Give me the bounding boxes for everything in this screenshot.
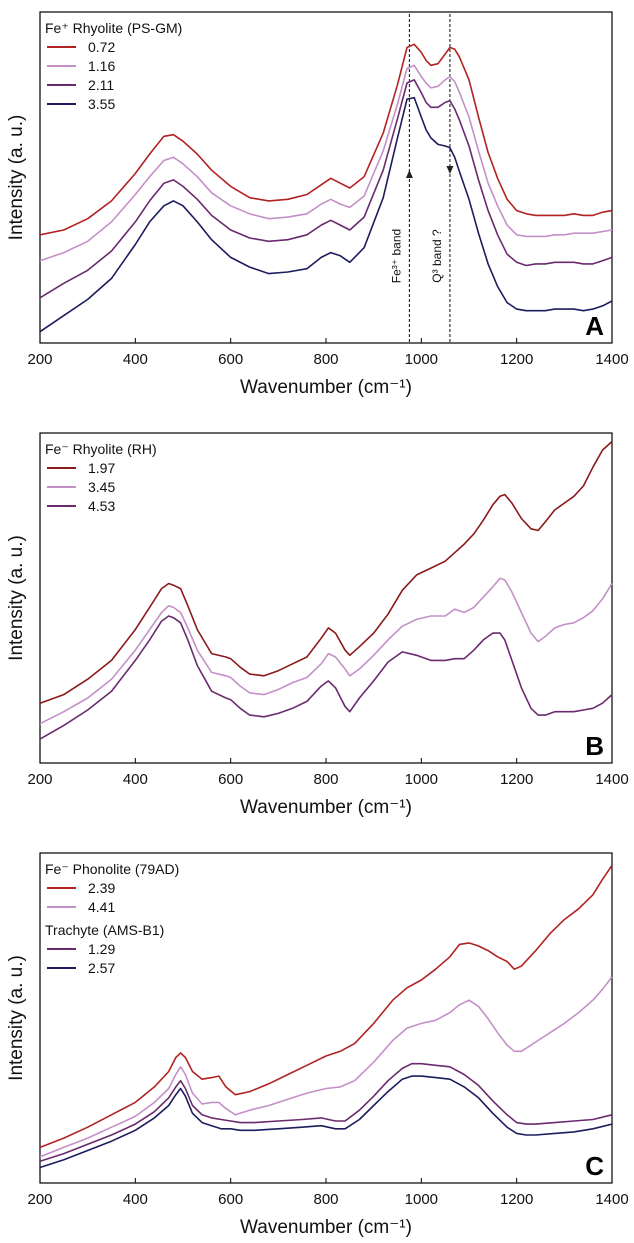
x-tick-label: 600 xyxy=(218,1191,243,1208)
x-tick-label: 1000 xyxy=(405,771,438,788)
legend-item-label: 1.29 xyxy=(88,941,115,957)
x-tick-label: 1200 xyxy=(500,771,533,788)
x-tick-label: 1400 xyxy=(595,351,628,368)
x-tick-label: 1000 xyxy=(405,351,438,368)
annotation-label: Fe³⁺ band xyxy=(389,229,403,283)
legend: Fe⁺ Rhyolite (PS-GM) 0.72 1.16 2.11 3.55 xyxy=(45,20,182,112)
y-axis-label: Intensity (a. u.) xyxy=(6,115,27,241)
panel-letter: A xyxy=(585,311,604,341)
plot-frame xyxy=(39,432,613,764)
legend: Fe⁻ Phonolite (79AD) 2.39 4.41 Trachyte (AM… xyxy=(45,861,179,976)
legend-item-label: 3.55 xyxy=(88,96,115,112)
legend-item-label: 1.97 xyxy=(88,460,115,476)
x-tick-label: 1400 xyxy=(595,1191,628,1208)
series-line-0-72 xyxy=(39,43,613,236)
legend-group-title: Fe⁻ Rhyolite (RH) xyxy=(45,441,157,457)
x-tick-label: 800 xyxy=(313,351,338,368)
series-line-1-97 xyxy=(39,440,613,704)
legend-item-label: 2.39 xyxy=(88,880,115,896)
x-tick-label: 600 xyxy=(218,351,243,368)
series-line-3-55 xyxy=(39,96,613,333)
legend-item-label: 4.53 xyxy=(88,498,115,514)
x-tick-label: 200 xyxy=(27,771,52,788)
chart-panel-b: 200 400 600 800 1000 1200 1400 Wavenumber (cm⁻¹… xyxy=(6,432,629,818)
x-tick-label: 600 xyxy=(218,771,243,788)
legend-item-label: 0.72 xyxy=(88,39,115,55)
annotation-arrow-down-icon xyxy=(446,166,454,174)
x-axis-label: Wavenumber (cm⁻¹) xyxy=(240,797,412,818)
legend-group-title: Trachyte (AMS-B1) xyxy=(45,922,164,938)
x-tick-label: 400 xyxy=(123,771,148,788)
series-line-1-29 xyxy=(39,1062,613,1163)
legend-group-title: Fe⁺ Rhyolite (PS-GM) xyxy=(45,20,182,36)
x-tick-label: 1400 xyxy=(595,771,628,788)
x-tick-label: 1200 xyxy=(500,1191,533,1208)
chart-panel-c: 200 400 600 800 1000 1200 1400 Wavenumber (cm⁻¹… xyxy=(6,852,629,1238)
x-tick-label: 400 xyxy=(123,1191,148,1208)
legend-group-title: Fe⁻ Phonolite (79AD) xyxy=(45,861,179,877)
legend-item-label: 4.41 xyxy=(88,899,115,915)
series-line-2-57 xyxy=(39,1075,613,1169)
legend-item-label: 2.57 xyxy=(88,960,115,976)
y-axis-label: Intensity (a. u.) xyxy=(6,955,27,1081)
series-line-2-11 xyxy=(39,79,613,299)
legend-item-label: 3.45 xyxy=(88,479,115,495)
x-tick-label: 200 xyxy=(27,351,52,368)
series-line-1-16 xyxy=(39,64,613,262)
panel-letter: C xyxy=(585,1151,604,1181)
x-axis-label: Wavenumber (cm⁻¹) xyxy=(240,377,412,398)
x-tick-label: 800 xyxy=(313,1191,338,1208)
x-tick-label: 1200 xyxy=(500,351,533,368)
plot-frame xyxy=(39,852,613,1184)
panel-letter: B xyxy=(585,731,604,761)
series-line-4-41 xyxy=(39,976,613,1158)
series-line-4-53 xyxy=(39,615,613,740)
x-tick-label: 200 xyxy=(27,1191,52,1208)
x-tick-label: 800 xyxy=(313,771,338,788)
x-axis-label: Wavenumber (cm⁻¹) xyxy=(240,1217,412,1238)
x-tick-label: 400 xyxy=(123,351,148,368)
legend-item-label: 1.16 xyxy=(88,58,115,74)
annotation-arrow-up-icon xyxy=(405,170,413,178)
legend-item-label: 2.11 xyxy=(88,77,114,93)
series-line-3-45 xyxy=(39,577,613,725)
plot-frame xyxy=(39,11,613,344)
annotation-label: Q³ band ? xyxy=(430,229,444,283)
y-axis-label: Intensity (a. u.) xyxy=(6,535,27,661)
series-line-2-39 xyxy=(39,864,613,1149)
chart-panel-a: 200 400 600 800 1000 1200 1400 Wavenumber (cm⁻¹… xyxy=(6,11,629,398)
legend: Fe⁻ Rhyolite (RH) 1.97 3.45 4.53 xyxy=(45,441,157,514)
x-tick-label: 1000 xyxy=(405,1191,438,1208)
